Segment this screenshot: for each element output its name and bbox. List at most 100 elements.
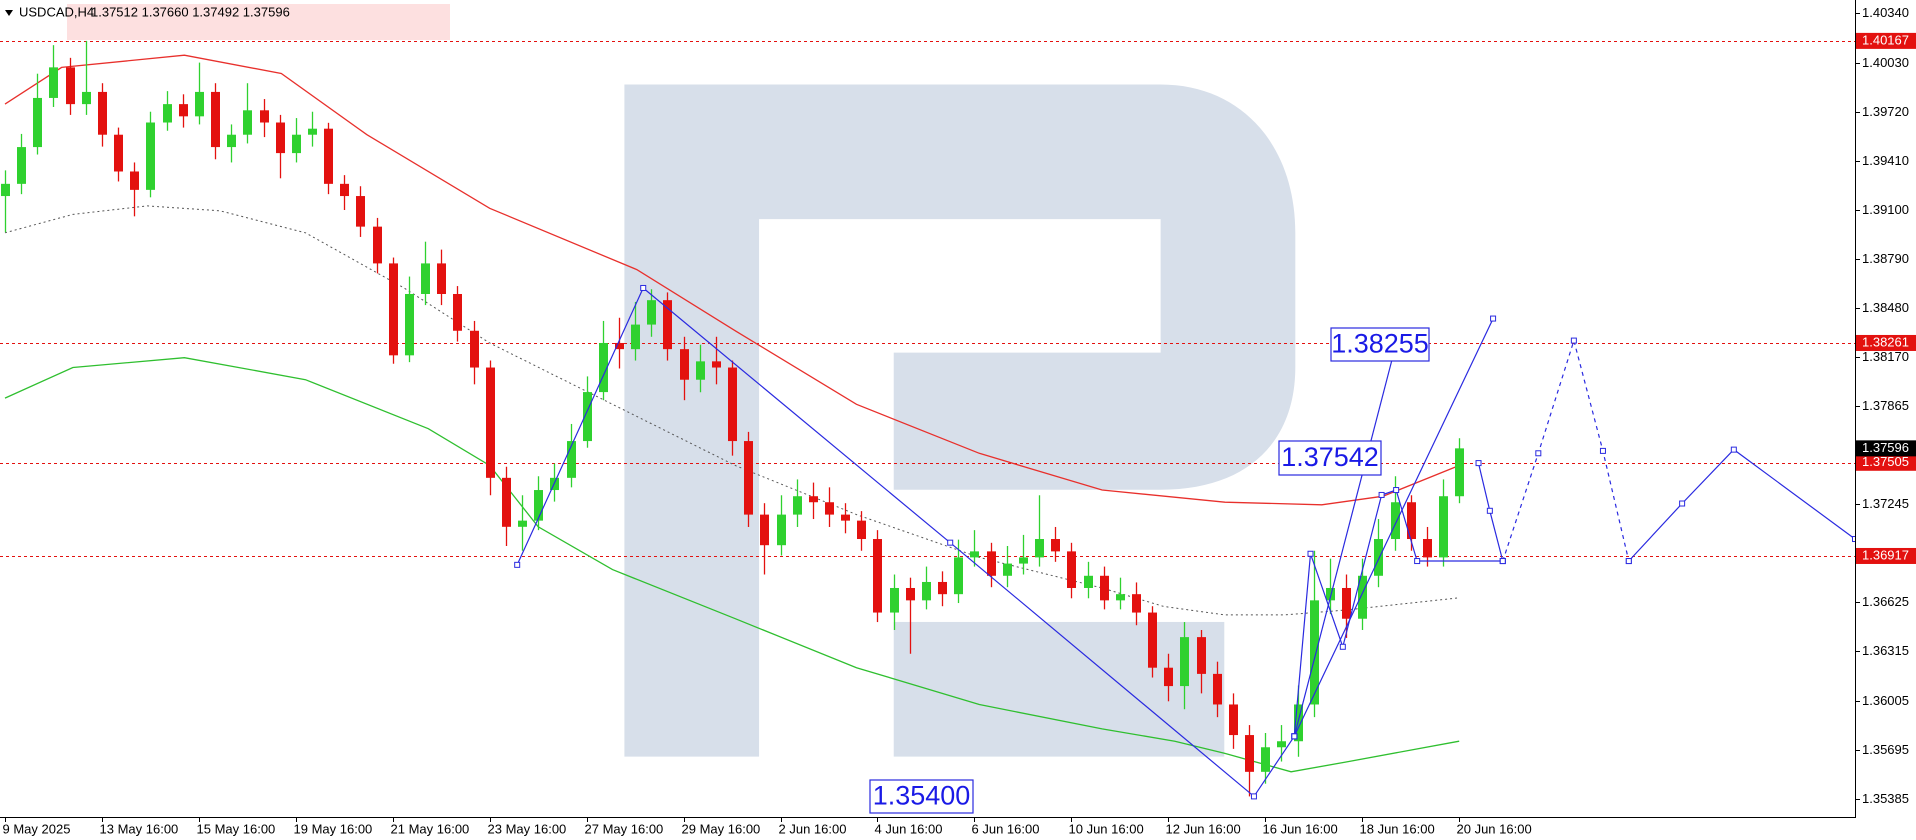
y-tick-label: 1.35695 (1862, 742, 1909, 757)
candle-body (777, 514, 786, 546)
x-tick-label: 20 Jun 16:00 (1457, 821, 1532, 836)
candle-body (1100, 575, 1109, 601)
candle-body (1164, 667, 1173, 687)
candle-body (873, 539, 882, 613)
annotation-box (869, 779, 974, 814)
candle-body (680, 349, 689, 380)
candle-body (1455, 448, 1464, 497)
candle-body (211, 91, 220, 148)
candle-body (1035, 539, 1044, 558)
annotation-text: 1.38255 (1331, 329, 1429, 359)
candle-body (663, 300, 672, 350)
candle-body (1019, 557, 1028, 564)
y-tick-label: 1.36005 (1862, 693, 1909, 708)
y-tick-label: 1.37245 (1862, 496, 1909, 511)
candle-body (922, 581, 931, 601)
candle-body (1132, 594, 1141, 613)
candle-body (98, 91, 107, 135)
candle-body (340, 183, 349, 197)
candle-body (82, 91, 91, 105)
wave-point (1679, 500, 1686, 507)
wave-point (1339, 643, 1346, 650)
header-arrow (5, 10, 13, 16)
candle-body (1003, 563, 1012, 576)
y-tick-label: 1.37865 (1862, 398, 1909, 413)
candle-body (227, 134, 236, 148)
candle-body (308, 128, 317, 135)
candle-body (49, 67, 58, 98)
header-symbol: USDCAD,H4 (19, 4, 94, 19)
y-tick-label: 1.35385 (1862, 791, 1909, 806)
candle-body (1245, 735, 1254, 772)
wave-point (1307, 550, 1314, 557)
candle-body (1407, 502, 1416, 540)
x-tick-label: 13 May 16:00 (100, 821, 179, 836)
candle-body (292, 134, 301, 154)
wave-point (1490, 315, 1497, 322)
y-tick-label: 1.38790 (1862, 251, 1909, 266)
wave-point (514, 561, 521, 568)
candle-body (583, 392, 592, 442)
candle-body (195, 91, 204, 117)
candle-body (146, 122, 155, 190)
wave-line (1293, 343, 1397, 737)
candle-body (534, 490, 543, 521)
current-price-label: 1.37596 (1862, 440, 1909, 455)
candle-body (809, 496, 818, 503)
candle-body (114, 134, 123, 172)
candle-body (276, 122, 285, 154)
y-tick-label: 1.40030 (1862, 55, 1909, 70)
x-tick-label: 15 May 16:00 (197, 821, 276, 836)
candle-body (1148, 612, 1157, 668)
candle-body (1294, 704, 1303, 742)
x-tick-label: 29 May 16:00 (682, 821, 761, 836)
level-tag (1856, 454, 1916, 471)
header-quote: 1.37512 1.37660 1.37492 1.37596 (91, 4, 290, 19)
candle-body (1197, 637, 1206, 674)
x-tick-label: 12 Jun 16:00 (1166, 821, 1241, 836)
candle-body (857, 520, 866, 540)
x-tick-label: 27 May 16:00 (585, 821, 664, 836)
annotations: 1.38255 1.37542 1.35400 (869, 327, 1430, 814)
x-tick-label: 10 Jun 16:00 (1069, 821, 1144, 836)
candle-body (260, 110, 269, 123)
level-tag (1856, 32, 1916, 49)
time-axis-bg (0, 817, 1916, 840)
y-tick-label: 1.39720 (1862, 104, 1909, 119)
level-tag (1856, 547, 1916, 564)
level-tag-label: 1.37505 (1862, 454, 1909, 469)
candle-body (389, 263, 398, 356)
candle-body (163, 104, 172, 123)
wave-point (1570, 337, 1577, 344)
candle-body (890, 587, 899, 613)
candle-body (66, 67, 75, 105)
candle-body (405, 293, 414, 356)
wave-point (1535, 450, 1542, 457)
x-tick-label: 9 May 2025 (3, 821, 71, 836)
candle-body (1310, 600, 1319, 705)
wave-point (1599, 447, 1606, 454)
wave-point (1475, 460, 1482, 467)
candle-body (793, 496, 802, 515)
x-tick-label: 18 Jun 16:00 (1360, 821, 1435, 836)
candle-body (825, 502, 834, 515)
candle-body (970, 551, 979, 558)
candle-body (502, 477, 511, 527)
candle-body (567, 441, 576, 478)
candle-body (17, 147, 26, 184)
candle-body (130, 171, 139, 190)
wave-point (1730, 446, 1737, 453)
candle-body (760, 514, 769, 546)
wave-point (1291, 733, 1298, 740)
candle-body (1277, 741, 1286, 748)
candle-body (33, 97, 42, 148)
candle-body (1439, 496, 1448, 558)
candle-body (1213, 673, 1222, 705)
y-tick-label: 1.36625 (1862, 594, 1909, 609)
candle-body (728, 367, 737, 442)
candle-body (615, 342, 624, 350)
candle-body (453, 293, 462, 331)
candle-body (1261, 747, 1270, 772)
